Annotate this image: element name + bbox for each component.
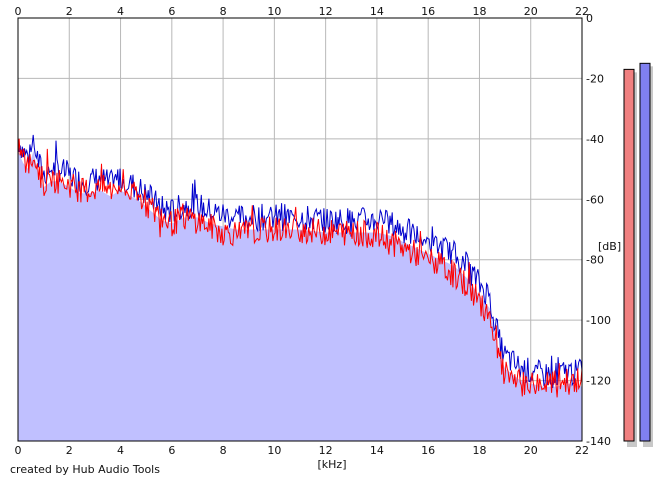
- x-tick-label-top: 6: [168, 5, 175, 18]
- x-tick-label-bottom: 0: [15, 444, 22, 457]
- x-axis-top-ticks: 0 2 4 6 8 10 12 14 16 18 20 22: [15, 5, 590, 18]
- y-tick-label: -120: [586, 375, 611, 388]
- x-tick-label-bottom: 2: [66, 444, 73, 457]
- y-tick-label: -100: [586, 314, 611, 327]
- x-tick-label-top: 14: [370, 5, 384, 18]
- x-tick-label-bottom: 4: [117, 444, 124, 457]
- x-tick-label-top: 8: [220, 5, 227, 18]
- plot-border: [17, 17, 583, 442]
- level-meter-bar: [623, 68, 635, 442]
- x-tick-label-bottom: 14: [370, 444, 384, 457]
- x-tick-label-bottom: 12: [319, 444, 333, 457]
- x-tick-label-bottom: 8: [220, 444, 227, 457]
- x-tick-label-top: 0: [15, 5, 22, 18]
- level-meter-bar: [639, 62, 651, 442]
- x-tick-label-top: 2: [66, 5, 73, 18]
- series-line-blue: [17, 134, 583, 389]
- x-tick-label-top: 20: [524, 5, 538, 18]
- credit-text: created by Hub Audio Tools: [10, 463, 160, 476]
- x-tick-label-bottom: 20: [524, 444, 538, 457]
- y-axis-label: [dB]: [598, 240, 621, 253]
- x-axis-label: [kHz]: [318, 458, 347, 471]
- y-tick-label: -60: [586, 193, 604, 206]
- x-tick-label-bottom: 10: [267, 444, 281, 457]
- y-tick-label: -140: [586, 435, 611, 448]
- x-tick-label-top: 10: [267, 5, 281, 18]
- level-meters: [623, 62, 653, 448]
- series-line-red: [17, 138, 583, 398]
- y-axis-right-ticks: 0 -20 -40 -60 -80 -100 -120 -140: [586, 12, 611, 448]
- x-tick-label-bottom: 16: [421, 444, 435, 457]
- y-tick-label: -40: [586, 133, 604, 146]
- x-tick-label-top: 12: [319, 5, 333, 18]
- x-tick-label-bottom: 18: [472, 444, 486, 457]
- y-tick-label: 0: [586, 12, 593, 25]
- x-tick-label-bottom: 22: [575, 444, 589, 457]
- x-axis-bottom-ticks: 0 2 4 6 8 10 12 14 16 18 20 22: [15, 444, 590, 457]
- x-tick-label-bottom: 6: [168, 444, 175, 457]
- y-tick-label: -80: [586, 254, 604, 267]
- x-tick-label-top: 4: [117, 5, 124, 18]
- x-tick-label-top: 18: [472, 5, 486, 18]
- y-tick-label: -20: [586, 72, 604, 85]
- x-tick-label-top: 16: [421, 5, 435, 18]
- x-tick-label-top: 22: [575, 5, 589, 18]
